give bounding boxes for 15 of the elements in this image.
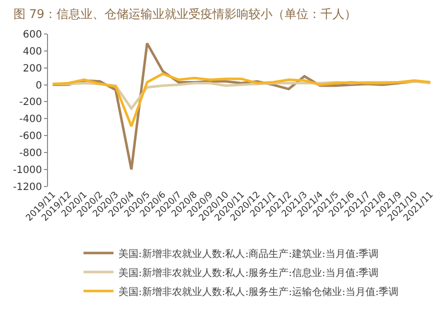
y-tick-label: -1200 — [12, 182, 42, 193]
y-tick-label: 0 — [36, 80, 42, 92]
y-tick-label: 200 — [22, 63, 42, 74]
legend-label: 美国:新增非农就业人数:私人:服务生产:运输仓储业:当月值:季调 — [118, 286, 399, 298]
y-tick-label: -1000 — [12, 164, 42, 176]
legend-label: 美国:新增非农就业人数:私人:服务生产:信息业:当月值:季调 — [118, 266, 379, 279]
y-tick-label: 600 — [22, 30, 42, 40]
chart-title: 图 79：信息业、仓储运输业就业受疫情影响较小（单位：千人） — [13, 7, 356, 22]
y-tick-label: -800 — [19, 148, 42, 159]
y-tick-label: -200 — [19, 97, 42, 108]
y-tick-label: -600 — [19, 131, 42, 142]
y-tick-label: 400 — [22, 46, 42, 58]
y-tick-label: -400 — [19, 114, 42, 126]
legend-label: 美国:新增非农就业人数:私人:商品生产:建筑业:当月值:季调 — [118, 248, 379, 260]
line-series — [51, 72, 432, 128]
